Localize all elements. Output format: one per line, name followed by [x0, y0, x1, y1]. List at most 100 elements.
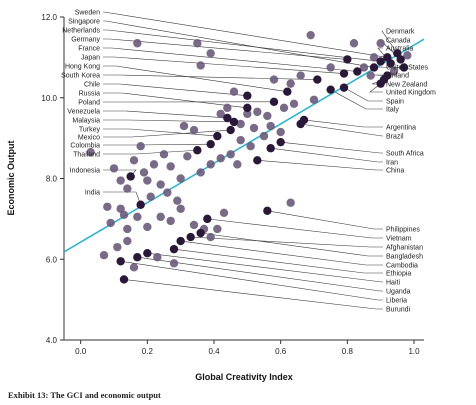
country-label: Colombia [70, 143, 100, 150]
figure-caption: Exhibit 13: The GCI and economic output [8, 390, 161, 400]
labeled-point [386, 59, 395, 68]
labeled-point [243, 103, 252, 113]
leader-line [123, 279, 383, 310]
scatter-point [236, 119, 245, 129]
labeled-point [176, 236, 185, 246]
scatter-point [123, 236, 132, 246]
scatter-point [306, 30, 315, 40]
labeled-point [253, 156, 262, 165]
scatter-chart: 0.0 0.2 0.4 0.6 0.8 1.0 4.0 6.0 8.0 10.0 12.0 Swed… [6, 10, 436, 383]
scatter-point [266, 121, 275, 131]
country-label: Poland [78, 100, 100, 107]
scatter-point [249, 123, 259, 133]
country-label: United Kingdom [386, 90, 436, 97]
country-label: Bangladesh [386, 254, 423, 261]
scatter-point [289, 99, 299, 109]
country-label: Brazil [386, 134, 404, 141]
scatter-point [183, 152, 192, 161]
scatter-point [219, 208, 229, 218]
leader-line [137, 256, 383, 292]
labeled-point [339, 83, 349, 92]
scatter-point [86, 148, 95, 157]
scatter-point [243, 109, 252, 119]
scatter-point [206, 160, 215, 169]
scatter-point [166, 216, 175, 226]
scatter-point [259, 131, 269, 141]
leader-line [207, 218, 383, 239]
scatter-point [233, 160, 242, 169]
scatter-point [213, 224, 222, 234]
scatter-point [113, 242, 122, 252]
scatter-point [206, 49, 215, 58]
y-tick-label: 12.0 [41, 13, 57, 22]
labeled-point [339, 69, 349, 78]
scatter-point [166, 162, 175, 171]
y-tick-label: 6.0 [46, 255, 58, 264]
scatter-point [103, 202, 112, 211]
scatter-point [153, 253, 162, 262]
scatter-point [216, 154, 225, 163]
labeled-point [376, 79, 385, 88]
country-label: Ethiopia [386, 271, 411, 278]
labeled-point [226, 125, 235, 135]
leader-line [103, 191, 141, 205]
country-label: India [85, 190, 100, 197]
leader-line [103, 11, 388, 58]
x-tick-label: 1.0 [408, 347, 420, 356]
scatter-point [253, 107, 262, 117]
data-points [86, 30, 412, 284]
scatter-point [359, 63, 369, 72]
labeled-point [343, 55, 352, 64]
leader-line [147, 252, 383, 283]
scatter-point [129, 156, 139, 165]
labeled-point [193, 146, 202, 155]
x-tick-label: 0.0 [75, 347, 87, 356]
country-label: Japan [81, 55, 100, 62]
labeled-point [243, 91, 252, 100]
country-label: Afghanistan [386, 245, 423, 252]
scatter-point [123, 184, 132, 193]
scatter-point [369, 53, 379, 62]
country-label: Finland [386, 73, 409, 80]
country-label: Argentina [386, 125, 416, 132]
scatter-point [376, 39, 385, 48]
scatter-point [176, 174, 185, 183]
leader-line [103, 56, 345, 74]
country-label: Liberia [386, 298, 407, 305]
scatter-point [206, 232, 215, 242]
leader-line [103, 92, 248, 109]
scatter-point [189, 220, 199, 230]
x-tick-label: 0.8 [342, 347, 354, 356]
leader-line [267, 210, 383, 230]
country-label: Sweden [75, 10, 100, 17]
country-label: Malaysia [72, 118, 100, 125]
scatter-point [189, 125, 199, 135]
scatter-point [159, 150, 169, 159]
y-tick-label: 8.0 [46, 175, 58, 184]
axes: 0.0 0.2 0.4 0.6 0.8 1.0 4.0 6.0 8.0 10.0 12.0 [41, 13, 424, 356]
scatter-point [146, 192, 155, 201]
labeled-point [326, 85, 335, 94]
scatter-point [169, 259, 179, 268]
country-label: France [78, 46, 100, 53]
scatter-point [133, 39, 142, 48]
trend-line-layer [63, 38, 425, 253]
labeled-point [133, 253, 142, 262]
scatter-point [116, 176, 125, 185]
labeled-point [169, 244, 179, 254]
country-label: Venezuela [67, 109, 100, 116]
leader-line [120, 260, 383, 301]
leader-line [103, 143, 211, 146]
scatter-point [179, 121, 189, 131]
labeled-point [266, 144, 275, 153]
labeled-point [369, 63, 379, 72]
country-label: Burundi [386, 307, 411, 314]
leader-line [103, 47, 358, 72]
labeled-point [119, 275, 129, 284]
leader-line [381, 30, 398, 54]
leader-line [103, 83, 248, 97]
labeled-point [353, 67, 362, 76]
scatter-point [109, 164, 119, 173]
scatter-point [139, 168, 149, 177]
leader-line [330, 89, 383, 110]
